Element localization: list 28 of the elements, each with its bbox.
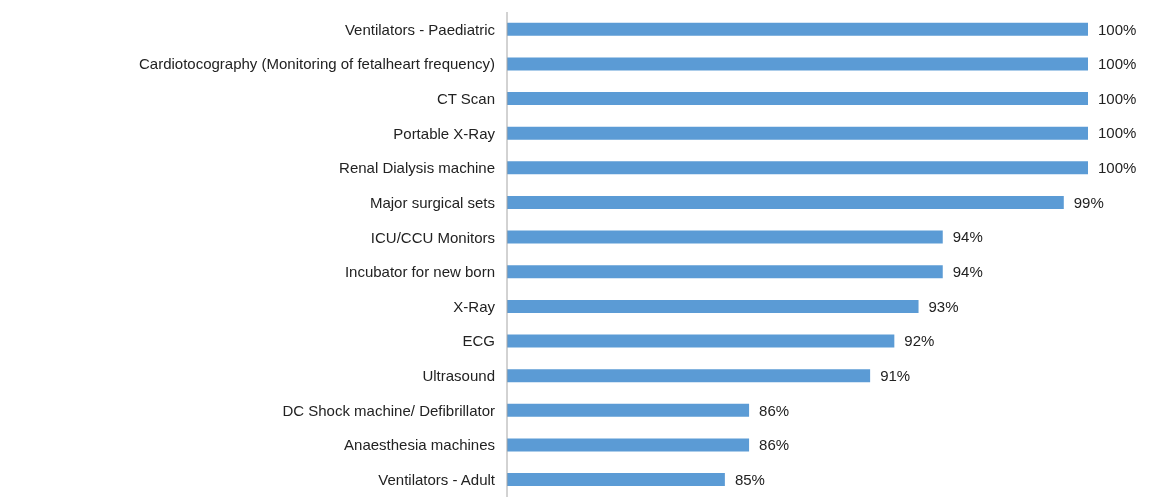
y-tick-label: DC Shock machine/ Defibrillator: [282, 401, 495, 419]
data-label: 85%: [734, 470, 765, 488]
y-tick-label: Ultrasound: [422, 367, 495, 385]
data-label: 94%: [952, 263, 983, 281]
y-tick-label: Portable X-Ray: [393, 124, 496, 142]
data-label: 100%: [1098, 159, 1137, 177]
y-tick-label: Incubator for new born: [344, 263, 495, 281]
y-tick-label: CT Scan: [436, 89, 495, 107]
data-label: 100%: [1098, 124, 1137, 142]
data-label: 100%: [1098, 89, 1137, 107]
y-tick-label: Anaesthesia machines: [344, 436, 495, 454]
y-tick-label: Major surgical sets: [369, 193, 495, 211]
y-tick-label: X-Ray: [453, 297, 496, 315]
data-label: 94%: [952, 228, 983, 246]
data-label: 100%: [1098, 20, 1137, 38]
data-label: 100%: [1098, 55, 1137, 73]
y-tick-label: ECG: [462, 332, 495, 350]
y-tick-label: Cardiotocography (Monitoring of fetalheart frequency): [138, 55, 495, 73]
y-tick-label: Ventilators - Adult: [378, 471, 496, 488]
y-tick-label: ICU/CCU Monitors: [370, 228, 495, 246]
y-tick-label: Ventilators - Paediatric: [344, 20, 496, 38]
data-label: 92%: [904, 332, 935, 350]
y-tick-label: Renal Dialysis machine: [339, 159, 495, 177]
data-label: 99%: [1073, 193, 1104, 211]
data-label: 91%: [880, 366, 911, 384]
data-label: 86%: [759, 436, 790, 454]
data-label: 86%: [759, 401, 790, 419]
data-label: 93%: [928, 297, 959, 315]
